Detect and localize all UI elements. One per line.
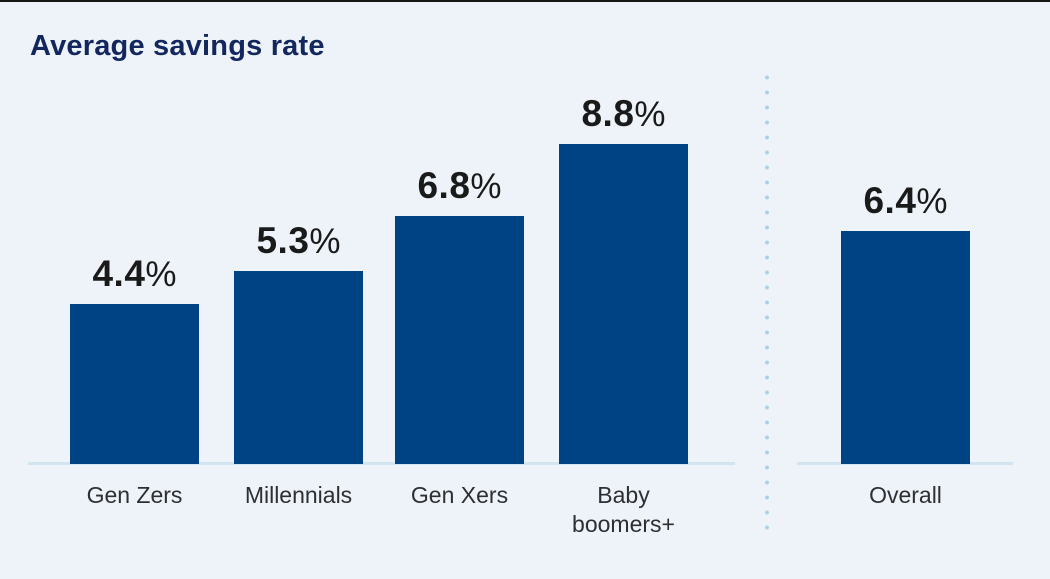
bar [841,231,970,464]
category-label-overall: Overall [869,482,942,508]
bar-value-number: 6.8 [417,165,471,206]
bar-group-baby-boomers: 8.8% Baby boomers+ [559,95,688,537]
percent-sign: % [309,222,341,261]
bar-group-overall: 6.4% Overall [841,182,970,508]
bar [559,144,688,464]
bar-value-label: 5.3% [256,222,340,259]
category-label-gen-zers: Gen Zers [86,482,183,508]
bar-value-label: 6.8% [417,167,501,204]
bar-value-label: 6.4% [863,182,947,219]
bar-value-label: 4.4% [92,255,176,292]
dotted-separator-line [765,70,769,530]
bar [70,304,199,464]
category-label-gen-xers: Gen Xers [410,482,509,508]
bar-value-label: 8.8% [581,95,665,132]
percent-sign: % [470,167,502,206]
bar [234,271,363,464]
percent-sign: % [916,182,948,221]
percent-sign: % [145,255,177,294]
bar-value-number: 8.8 [581,93,635,134]
bar [395,216,524,464]
bar-group-gen-zers: 4.4% Gen Zers [70,255,199,508]
category-label-millennials: Millennials [244,482,353,508]
bar-group-gen-xers: 6.8% Gen Xers [395,167,524,508]
bar-value-number: 5.3 [256,220,310,261]
top-edge-line [0,0,1050,2]
bar-value-number: 4.4 [92,253,146,294]
percent-sign: % [634,95,666,134]
bar-group-millennials: 5.3% Millennials [234,222,363,508]
category-label-baby-boomers: Baby boomers+ [572,482,675,537]
left-axis-baseline [28,462,735,465]
chart-title: Average savings rate [30,30,325,62]
bar-value-number: 6.4 [863,180,917,221]
